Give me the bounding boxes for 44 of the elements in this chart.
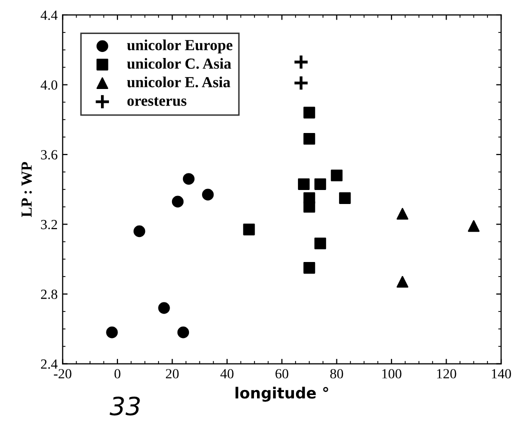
point: [303, 200, 316, 213]
legend-label: unicolor C. Asia: [127, 58, 232, 69]
point: [314, 178, 326, 190]
y-tick-label: 4.0: [40, 80, 58, 90]
x-tick-label: 60: [276, 369, 288, 378]
y-tick-label: 3.2: [41, 220, 58, 230]
point: [182, 173, 195, 185]
point: [468, 220, 480, 232]
y-tick-label: 2.4: [41, 359, 58, 369]
point: [134, 225, 146, 238]
point: [172, 196, 184, 208]
point: [243, 224, 255, 236]
point: [106, 326, 118, 338]
legend-label: unicolor Europe: [127, 40, 232, 54]
x-tick-label: 0: [114, 369, 120, 378]
point: [293, 54, 310, 70]
point: [339, 192, 351, 204]
x-tick-label: -20: [54, 369, 72, 378]
x-tick-label: 20: [166, 369, 179, 378]
x-tick-label: 100: [382, 369, 402, 378]
legend-label: unicolor E. Asia: [127, 76, 230, 88]
y-tick-label: 3.6: [41, 150, 58, 160]
point: [303, 106, 316, 118]
point: [202, 188, 214, 200]
text: 33: [110, 396, 140, 416]
x-tick-label: 80: [330, 369, 344, 378]
y-tick-label: 2.8: [41, 290, 58, 300]
x-axis-title: longitude °: [236, 386, 328, 402]
point: [298, 178, 310, 190]
point: [293, 75, 310, 91]
legend-label: oresterus: [127, 97, 186, 106]
x-tick-label: 140: [492, 369, 512, 378]
x-tick-label: 120: [437, 369, 456, 378]
point: [330, 170, 343, 182]
point: [303, 132, 316, 145]
point: [177, 326, 190, 338]
y-tick-label: 4.4: [40, 10, 58, 20]
point: [303, 262, 316, 274]
point: [158, 302, 170, 314]
y-axis-title: LP : WP: [22, 162, 32, 218]
point: [396, 208, 408, 220]
x-tick-label: 40: [220, 369, 234, 378]
point: [314, 238, 326, 250]
point: [396, 276, 408, 288]
